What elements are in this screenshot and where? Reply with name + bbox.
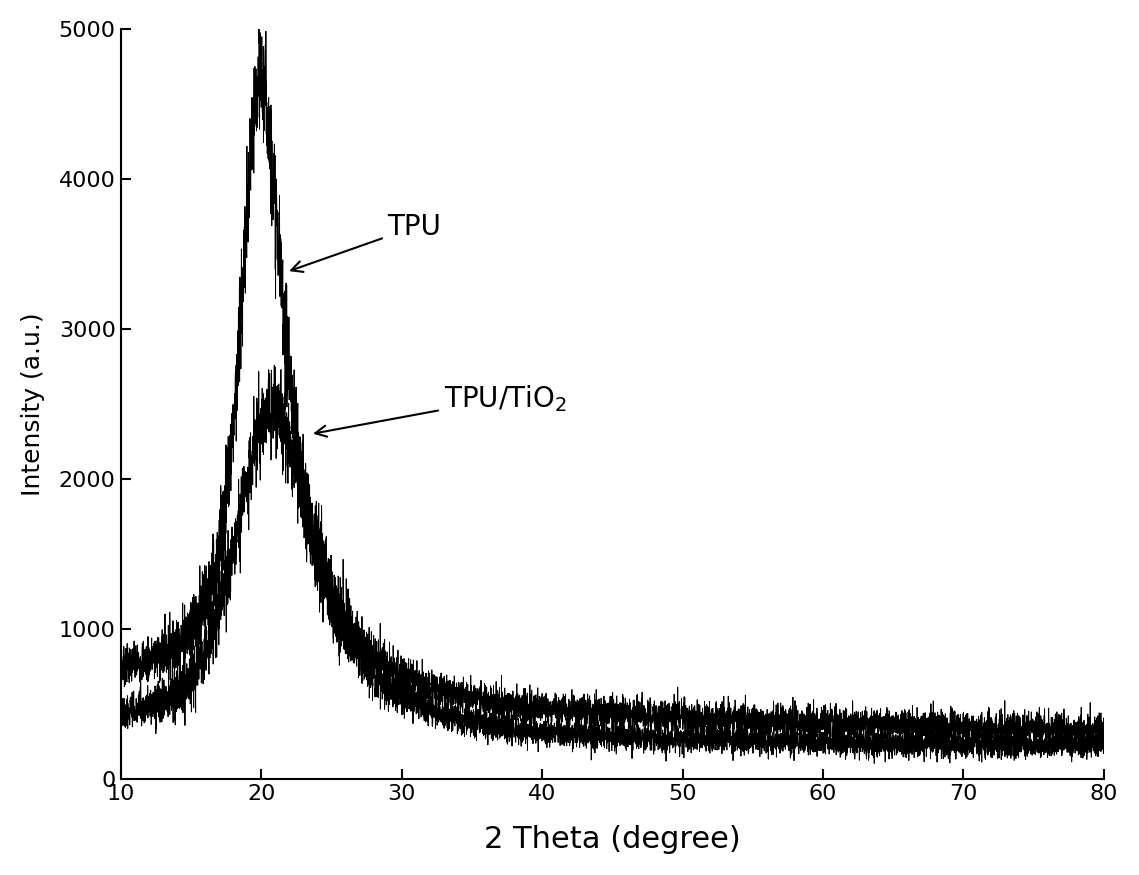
X-axis label: 2 Theta (degree): 2 Theta (degree) — [484, 825, 740, 854]
Text: TPU/TiO$_2$: TPU/TiO$_2$ — [316, 382, 566, 437]
Y-axis label: Intensity (a.u.): Intensity (a.u.) — [21, 312, 44, 496]
Text: TPU: TPU — [292, 213, 442, 272]
